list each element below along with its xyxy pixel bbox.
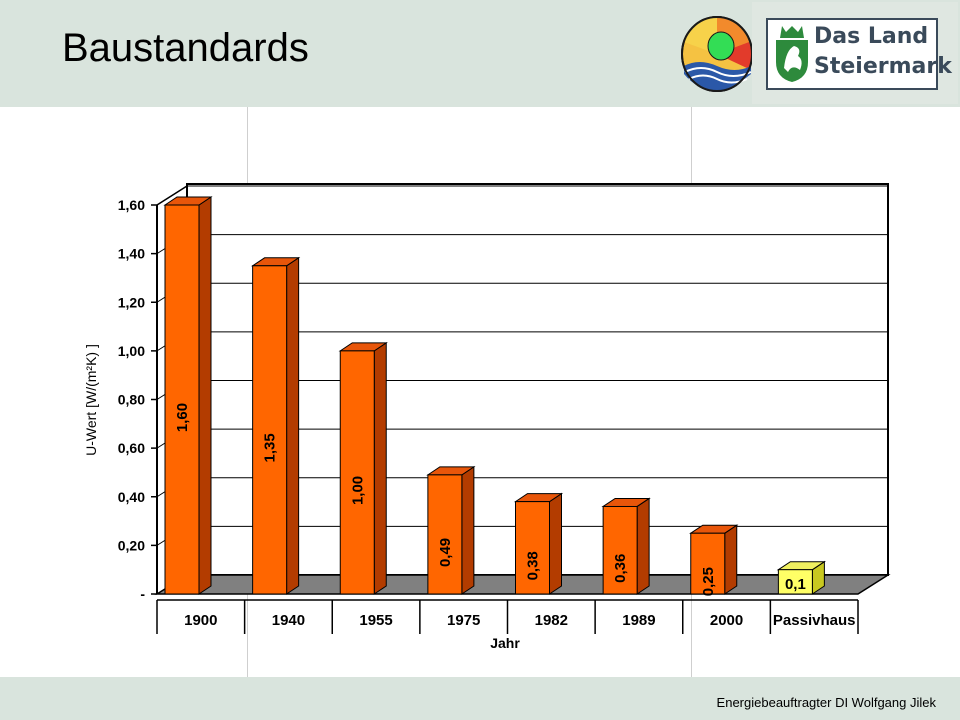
data-label: 0,49: [437, 538, 454, 567]
bar: [690, 532, 726, 595]
bar: [164, 204, 200, 595]
data-label: 1,00: [349, 476, 366, 505]
data-label: 0,38: [525, 551, 542, 580]
y-tick-label: 1,40: [118, 246, 145, 262]
bar-side: [198, 196, 212, 595]
y-tick-label: 0,80: [118, 392, 145, 408]
land-logo-text: Das Land Steiermark: [814, 22, 952, 82]
steiermark-crest-icon: [776, 26, 808, 82]
bar-side: [636, 497, 650, 595]
bar-group: 0,1: [776, 560, 827, 595]
y-tick-label: 1,00: [118, 343, 145, 359]
bar: [339, 350, 375, 595]
bar: [602, 505, 638, 595]
y-tick-label: 0,60: [118, 440, 145, 456]
bar-side: [461, 465, 475, 595]
bar: [515, 501, 550, 595]
x-tick-label: 1940: [272, 612, 305, 629]
land-logo-box: Das Land Steiermark: [766, 18, 952, 90]
bar-side: [724, 524, 738, 595]
bar-side: [373, 341, 387, 595]
energy-sun-logo: [681, 16, 753, 92]
bar-side: [549, 492, 562, 595]
x-tick-label: 2000: [710, 612, 743, 629]
footer-author: Energiebeauftragter DI Wolfgang Jilek: [716, 695, 936, 710]
bar-group: 0,25: [689, 524, 739, 596]
x-axis-label: Jahr: [490, 635, 520, 651]
data-label: 0,25: [700, 567, 717, 596]
data-label: 0,36: [612, 554, 629, 583]
bar-group: 0,36: [601, 497, 651, 595]
y-axis-label: U-Wert [W/(m²K) ]: [83, 344, 99, 456]
slide-title: Baustandards: [62, 26, 309, 70]
data-label: 1,60: [174, 403, 191, 432]
y-tick-label: 0,40: [118, 489, 145, 505]
x-tick-label: 1982: [535, 612, 568, 629]
slide-footer: Energiebeauftragter DI Wolfgang Jilek: [0, 677, 960, 720]
y-tick-label: 0,20: [118, 537, 145, 553]
data-label: 1,35: [262, 433, 279, 462]
data-label: 0,1: [785, 576, 806, 593]
y-tick-label: -: [140, 586, 145, 602]
slide-header: Baustandards Das Land Steiermark: [0, 0, 960, 107]
x-tick-label: 1900: [184, 612, 217, 629]
bar: [777, 569, 813, 595]
x-tick-label: Passivhaus: [773, 612, 856, 629]
bar-group: 1,35: [250, 256, 301, 595]
bar-group: 0,38: [513, 492, 564, 595]
bar: [427, 474, 463, 595]
x-tick-label: 1989: [622, 612, 655, 629]
bar: [252, 265, 288, 595]
bar-group: 1,60: [163, 196, 213, 595]
bar-group: 1,00: [338, 341, 388, 595]
gridline: [156, 185, 888, 206]
bar-group: 0,49: [426, 465, 476, 595]
land-logo-line1: Das Land: [814, 24, 929, 49]
x-tick-label: 1955: [359, 612, 392, 629]
x-tick-label: 1975: [447, 612, 480, 629]
y-tick-label: 1,60: [118, 197, 145, 213]
land-logo-line2: Steiermark: [814, 54, 952, 79]
bar-side: [286, 256, 300, 595]
das-land-steiermark-logo: Das Land Steiermark: [752, 2, 958, 104]
y-tick-label: 1,20: [118, 294, 145, 310]
